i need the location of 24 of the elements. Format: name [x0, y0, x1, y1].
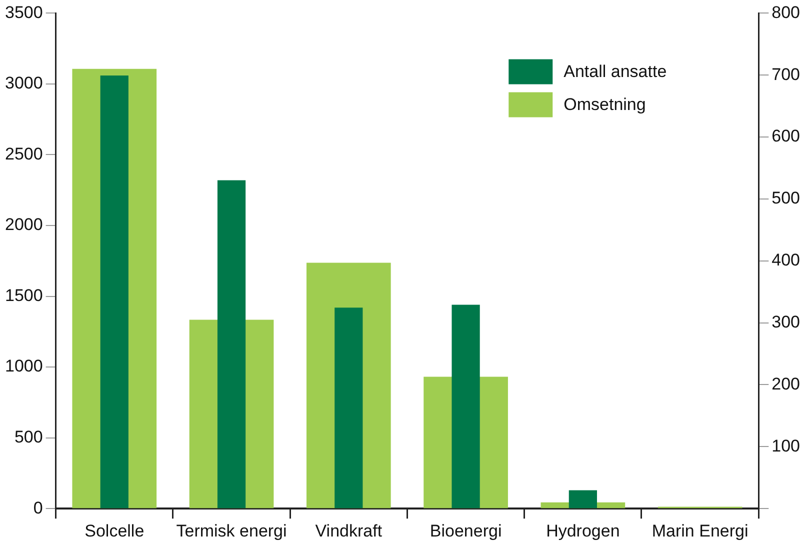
y-tick-label: 3500: [4, 2, 43, 22]
y2-tick-label: 400: [772, 250, 800, 270]
y2-tick-label: 700: [772, 64, 800, 84]
y-tick-label: 3000: [4, 74, 43, 93]
y2-tick-label: 800: [772, 2, 800, 22]
y2-tick-label: 300: [772, 312, 800, 332]
y2-tick-label: 100: [772, 436, 800, 456]
y-tick-label: 2000: [4, 215, 43, 234]
x-tick-label: Termisk energi: [176, 521, 287, 540]
x-tick-label: Vindkraft: [315, 521, 382, 540]
y2-tick-label: 600: [772, 126, 800, 146]
legend-label: Omsetning: [564, 94, 646, 114]
x-tick-label: Marin Energi: [652, 521, 748, 540]
y-tick-label: 1000: [4, 356, 43, 376]
x-tick-label: Bioenergi: [430, 521, 502, 540]
y2-tick-label: 200: [772, 374, 800, 394]
y-tick-label: 1500: [4, 286, 43, 305]
x-tick-label: Hydrogen: [546, 521, 620, 540]
y2-tick-label: 500: [772, 188, 800, 208]
x-tick-label: Solcelle: [84, 521, 144, 540]
legend-label: Antall ansatte: [564, 62, 667, 81]
y-tick-label: 0: [33, 498, 43, 518]
y-tick-label: 500: [14, 428, 43, 447]
y-tick-label: 2500: [4, 144, 43, 164]
